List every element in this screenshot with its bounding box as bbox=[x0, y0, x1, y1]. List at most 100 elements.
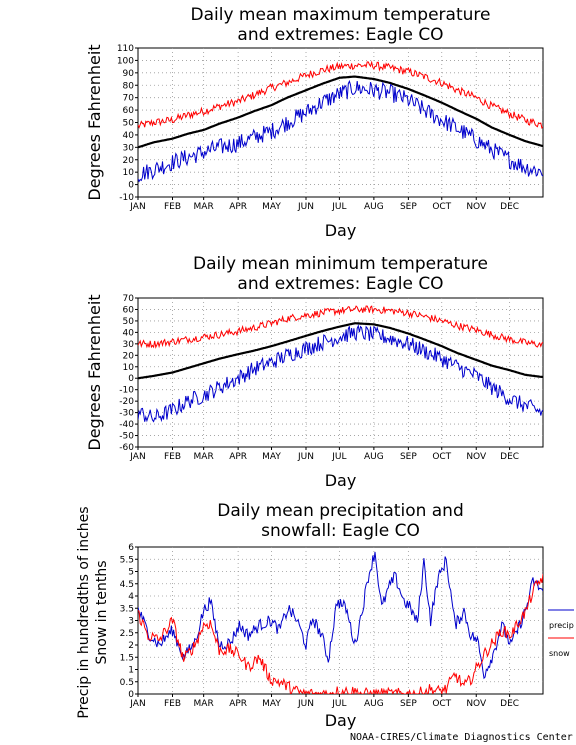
y-tick-label: 0 bbox=[128, 181, 134, 191]
series-line-thick-1 bbox=[138, 75, 543, 149]
y-tick-label: -60 bbox=[119, 443, 134, 453]
x-tick-label: SEP bbox=[400, 699, 417, 709]
chart-title-line: and extremes: Eagle CO bbox=[237, 25, 443, 45]
y-tick-label: 110 bbox=[117, 44, 134, 54]
y-tick-label: 30 bbox=[123, 143, 135, 153]
series-line-thin-2 bbox=[138, 324, 543, 423]
x-tick-label: MAR bbox=[194, 699, 214, 709]
x-tick-label: NOV bbox=[466, 202, 487, 212]
y-axis-label: Degrees Fahrenheit bbox=[85, 44, 104, 200]
x-tick-label: MAY bbox=[262, 202, 281, 212]
x-axis-label: Day bbox=[325, 221, 357, 240]
x-tick-label: JAN bbox=[129, 452, 145, 462]
legend-label-precip: precip bbox=[549, 621, 574, 630]
y-tick-label: 100 bbox=[117, 56, 134, 66]
x-tick-label: AUG bbox=[364, 452, 384, 462]
y-tick-label: -50 bbox=[119, 432, 134, 442]
x-tick-label: MAY bbox=[262, 452, 281, 462]
chart-title-line: Daily mean maximum temperature bbox=[191, 5, 491, 25]
y-tick-label: 5.5 bbox=[120, 555, 134, 565]
x-tick-label: JUL bbox=[331, 452, 346, 462]
x-tick-label: MAY bbox=[262, 699, 281, 709]
x-tick-label: JAN bbox=[129, 202, 145, 212]
x-axis-label: Day bbox=[325, 711, 357, 730]
y-tick-label: 5 bbox=[128, 568, 134, 578]
y-tick-label: 50 bbox=[123, 119, 135, 129]
y-tick-label: 10 bbox=[123, 363, 135, 373]
x-tick-label: MAR bbox=[194, 202, 214, 212]
y-tick-label: 3.5 bbox=[120, 604, 134, 614]
x-tick-label: JUN bbox=[297, 452, 314, 462]
credit-text: NOAA-CIRES/Climate Diagnostics Center bbox=[350, 732, 573, 743]
y-tick-label: 1 bbox=[128, 666, 134, 676]
y-tick-label: 40 bbox=[123, 131, 135, 141]
x-tick-label: NOV bbox=[466, 452, 487, 462]
x-tick-label: JAN bbox=[129, 699, 145, 709]
x-tick-label: FEB bbox=[164, 202, 181, 212]
x-axis-label: Day bbox=[325, 471, 357, 490]
x-tick-label: OCT bbox=[432, 699, 451, 709]
y-tick-label: 70 bbox=[123, 294, 135, 304]
y-tick-label: 50 bbox=[123, 317, 135, 327]
series-line-thin-2 bbox=[138, 79, 543, 183]
y-tick-label: 4 bbox=[128, 592, 134, 602]
y-tick-label: 6 bbox=[128, 543, 134, 553]
x-tick-label: SEP bbox=[400, 452, 417, 462]
y-tick-label: -10 bbox=[119, 386, 134, 396]
series-line-precip bbox=[138, 551, 543, 680]
y-tick-label: 2.5 bbox=[120, 629, 134, 639]
x-tick-label: FEB bbox=[164, 452, 181, 462]
chart-title-line: Daily mean precipitation and bbox=[217, 501, 464, 521]
y-tick-label: 4.5 bbox=[120, 580, 134, 590]
x-tick-label: AUG bbox=[364, 699, 384, 709]
x-tick-label: AUG bbox=[364, 202, 384, 212]
x-tick-label: FEB bbox=[164, 699, 181, 709]
x-tick-label: APR bbox=[229, 699, 247, 709]
y-tick-label: 0 bbox=[128, 690, 134, 700]
x-tick-label: MAR bbox=[194, 452, 214, 462]
x-tick-label: JUL bbox=[331, 202, 346, 212]
y-tick-label: 40 bbox=[123, 328, 135, 338]
chart-title-line: Daily mean minimum temperature bbox=[193, 254, 488, 274]
y-tick-label: 10 bbox=[123, 168, 135, 178]
chart-title-line: snowfall: Eagle CO bbox=[261, 521, 420, 541]
x-tick-label: SEP bbox=[400, 202, 417, 212]
chart-title-line: and extremes: Eagle CO bbox=[237, 274, 443, 294]
series-line-thin-0 bbox=[138, 305, 543, 349]
x-tick-label: JUL bbox=[331, 699, 346, 709]
y-tick-label: -20 bbox=[119, 397, 134, 407]
y-axis-label: Degrees Fahrenheit bbox=[85, 294, 104, 450]
y-tick-label: -40 bbox=[119, 420, 134, 430]
y-tick-label: 1.5 bbox=[120, 653, 134, 663]
x-tick-label: OCT bbox=[432, 202, 451, 212]
y-tick-label: -30 bbox=[119, 409, 134, 419]
y-tick-label: 60 bbox=[123, 106, 135, 116]
x-tick-label: DEC bbox=[500, 452, 519, 462]
x-tick-label: NOV bbox=[466, 699, 487, 709]
plot-frame bbox=[137, 297, 544, 448]
y-tick-label: 20 bbox=[123, 351, 135, 361]
y-tick-label: -10 bbox=[119, 193, 134, 203]
y-tick-label: 2 bbox=[128, 641, 134, 651]
y-tick-label: 20 bbox=[123, 156, 135, 166]
x-tick-label: APR bbox=[229, 202, 247, 212]
y-tick-label: 60 bbox=[123, 305, 135, 315]
y-tick-label: 90 bbox=[123, 69, 135, 79]
series-line-thin-0 bbox=[138, 60, 543, 130]
y-tick-label: 30 bbox=[123, 340, 135, 350]
y-tick-label: 0.5 bbox=[120, 678, 134, 688]
series-line-thick-1 bbox=[138, 322, 543, 380]
x-tick-label: DEC bbox=[500, 699, 519, 709]
x-tick-label: DEC bbox=[500, 202, 519, 212]
x-tick-label: APR bbox=[229, 452, 247, 462]
y-tick-label: 70 bbox=[123, 94, 135, 104]
x-tick-label: OCT bbox=[432, 452, 451, 462]
y-axis-label-line: Snow in tenths bbox=[94, 560, 110, 664]
plot-frame bbox=[137, 47, 544, 198]
x-tick-label: JUN bbox=[297, 699, 314, 709]
legend-label-snow: snow bbox=[549, 649, 570, 658]
y-tick-label: 0 bbox=[128, 374, 134, 384]
